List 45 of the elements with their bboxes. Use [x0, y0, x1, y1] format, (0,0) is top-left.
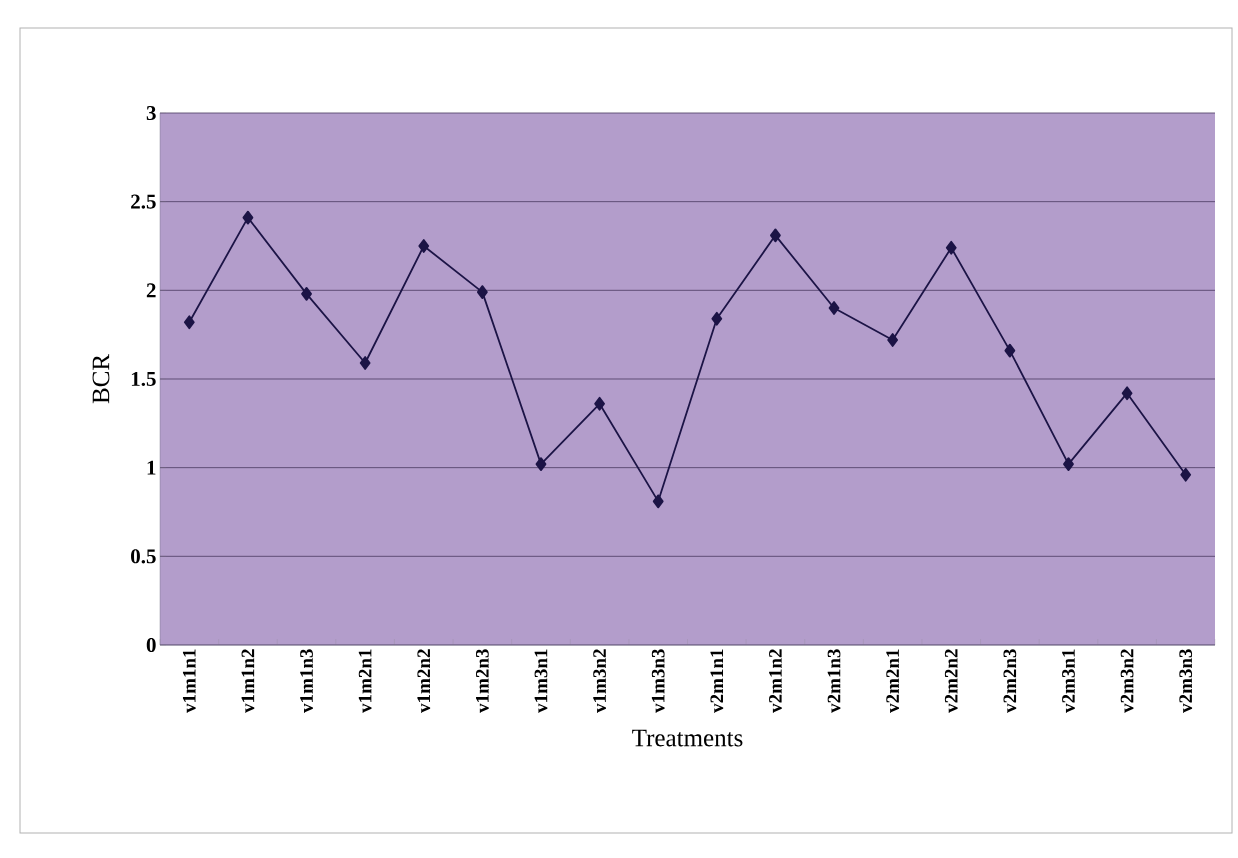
- point: [535, 457, 547, 472]
- point: [1121, 386, 1133, 401]
- point: [1180, 467, 1192, 482]
- point: [418, 239, 430, 253]
- point: [1063, 457, 1074, 472]
- x-tick-label: v1m1n2: [241, 649, 255, 713]
- x-tick-label: v1m2n1: [358, 649, 372, 713]
- point: [770, 228, 781, 243]
- x-tick-label: v1m3n1: [534, 649, 548, 713]
- x-tick-label: v2m3n1: [1062, 649, 1075, 713]
- y-tick-label: 1.5: [131, 371, 156, 387]
- x-tick-label: v1m1n1: [182, 649, 196, 713]
- y-tick-label: 2: [146, 283, 156, 298]
- x-tick-label: v1m3n3: [651, 649, 665, 713]
- point: [945, 240, 957, 255]
- point: [652, 494, 664, 509]
- y-tick-label: 0.5: [131, 549, 156, 564]
- x-tick-label: v2m2n2: [944, 649, 958, 713]
- x-tick-label: v1m1n3: [300, 649, 313, 713]
- point: [242, 210, 254, 225]
- point: [887, 333, 899, 347]
- x-tick-label: v2m3n2: [1120, 649, 1134, 713]
- point: [594, 396, 605, 411]
- y-tick-label: 3: [146, 105, 156, 121]
- x-tick-label: v1m2n2: [417, 649, 431, 713]
- x-tick-label: v1m2n3: [475, 649, 489, 713]
- x-tick-label: v2m1n2: [769, 649, 782, 713]
- x-tick-label: v2m1n1: [710, 649, 724, 713]
- y-tick-label: 2.5: [131, 194, 156, 209]
- point: [183, 315, 195, 330]
- point: [1004, 343, 1016, 358]
- point: [476, 285, 488, 299]
- y-tick-label: 1: [147, 460, 156, 475]
- point: [828, 301, 840, 315]
- y-axis-title: BCR: [92, 354, 110, 404]
- x-tick-label: v2m3n3: [1179, 649, 1193, 713]
- x-tick-label: v2m2n1: [886, 649, 900, 713]
- x-tick-label: v2m1n3: [827, 649, 841, 713]
- y-tick-label: 0: [146, 637, 156, 653]
- point: [711, 311, 723, 326]
- point: [301, 286, 312, 301]
- x-axis-title: Treatments: [632, 729, 743, 747]
- x-tick-label: v2m2n3: [1003, 649, 1017, 713]
- x-tick-label: v1m3n2: [593, 649, 606, 713]
- point: [359, 356, 371, 370]
